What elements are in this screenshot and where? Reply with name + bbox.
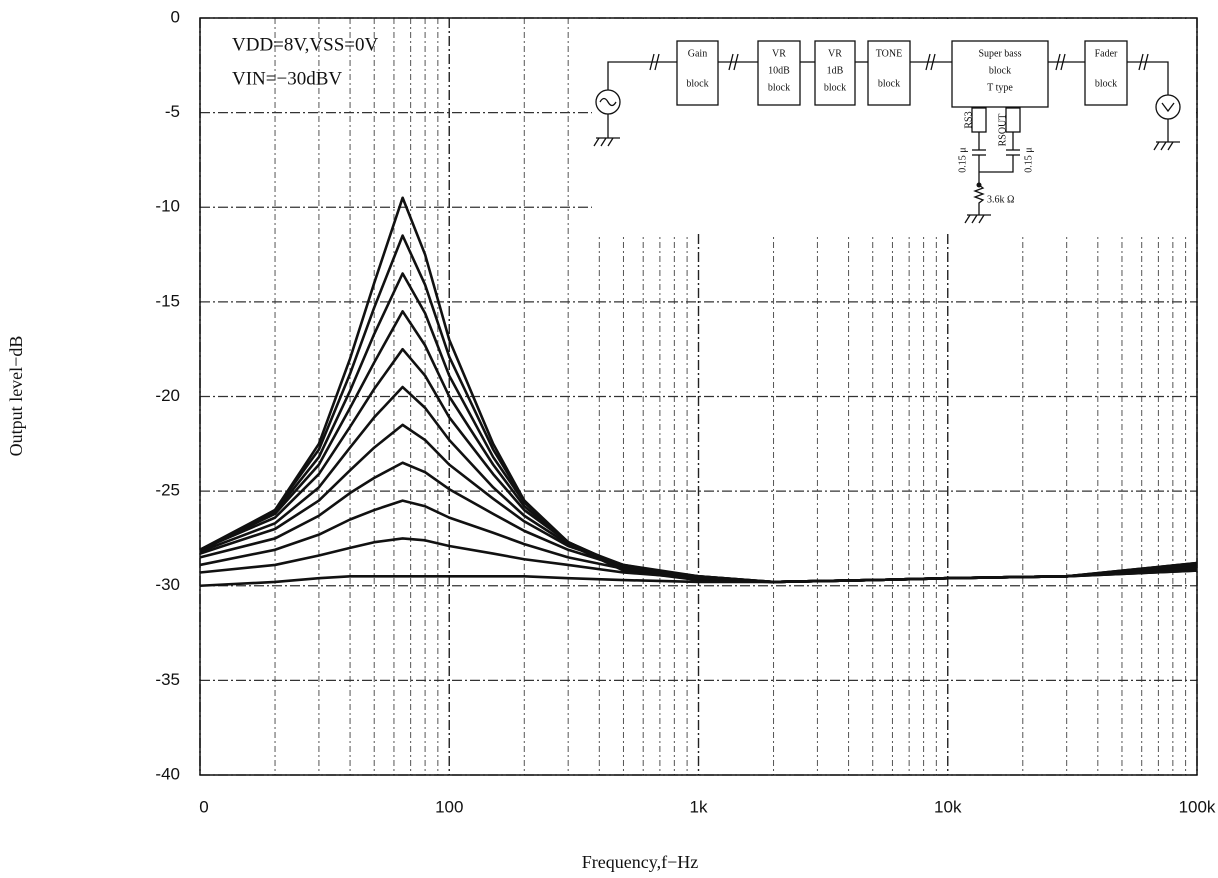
circuit-block [757,40,801,106]
circuit-block [951,40,1049,108]
block-label: block [686,78,708,89]
plot-frame [199,17,1198,776]
series-line [199,569,1198,588]
block-label: Super bass [978,48,1021,59]
block-label: Fader [1095,48,1118,59]
block-label: block [989,65,1011,76]
circuit-block [676,40,719,106]
y-tick-label: -15 [155,291,180,310]
capacitor-label: 0.15 μ [957,147,968,172]
block-label: VR [772,48,786,59]
circuit-block [867,40,911,106]
annotation: VDD=8V,VSS=0V [232,34,378,55]
circuit-inset: RS3 RSOUT 0.15 μ 0.15 μ 3.6k Ω Gain block… [592,19,1196,234]
block-label: block [878,78,900,89]
y-tick-label: -40 [155,764,180,783]
y-tick-label: -25 [155,481,180,500]
y-tick-label: -35 [155,670,180,689]
x-tick-label: 1k [690,797,708,816]
y-tick-label: -20 [155,386,180,405]
pin-label: RSOUT [997,114,1008,147]
circuit-block [814,40,856,106]
circuit-wiring [593,53,1181,224]
y-tick-label: -10 [155,197,180,216]
block-label: VR [828,48,842,59]
y-axis-label: Output level−dB [6,336,26,457]
block-label: 1dB [827,65,844,76]
block-label: Gain [688,48,707,59]
y-tick-label: -30 [155,575,180,594]
y-tick-label: 0 [171,7,180,26]
x-tick-label: 100k [1179,797,1216,816]
x-axis-label: Frequency,f−Hz [582,852,698,872]
x-tick-label: 0 [199,797,208,816]
annotation: VIN=−30dBV [232,68,342,89]
block-label: block [768,82,790,93]
circuit-block [1084,40,1128,106]
block-label: block [1095,78,1117,89]
x-tick-label: 100 [435,797,463,816]
pin-label: RS3 [963,111,974,128]
block-label: 10dB [768,65,790,76]
resistor-label: 3.6k Ω [987,194,1014,205]
block-label: TONE [876,48,902,59]
block-label: T type [987,82,1013,93]
x-tick-label: 10k [934,797,962,816]
junction [976,182,982,188]
y-tick-label: -5 [165,102,180,121]
capacitor-label: 0.15 μ [1023,147,1034,172]
block-label: block [824,82,846,93]
